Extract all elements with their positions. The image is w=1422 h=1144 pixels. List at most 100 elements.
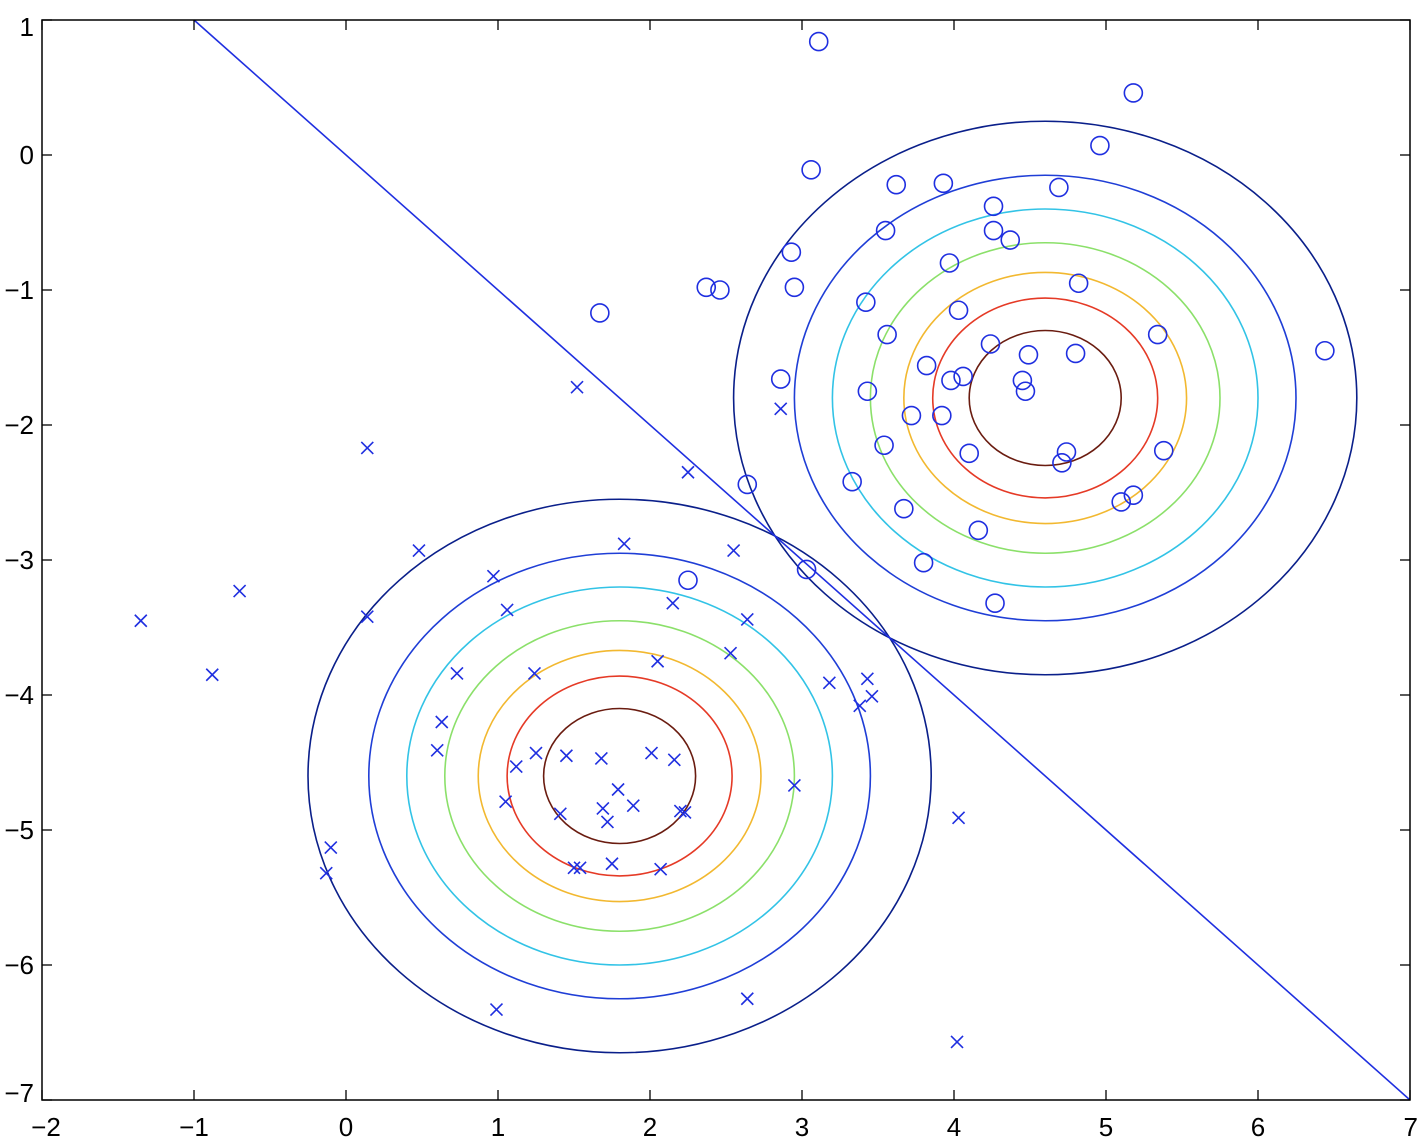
circle-point — [1049, 177, 1069, 198]
circle-point — [1052, 452, 1072, 473]
cross-point — [412, 543, 426, 558]
contour-2-level-2 — [793, 174, 1297, 622]
circle-point — [1111, 492, 1131, 512]
x-tick-label: −1 — [179, 1112, 209, 1142]
cross-point — [774, 402, 788, 416]
plot-frame — [41, 19, 1411, 1101]
y-tick-label: −1 — [4, 275, 34, 305]
cross-point — [450, 666, 464, 680]
cross-point — [529, 746, 543, 760]
cross-point — [651, 654, 665, 668]
cross-point — [509, 759, 523, 774]
cross-point — [486, 569, 501, 583]
cross-point — [666, 596, 680, 610]
cross-point — [324, 840, 338, 855]
y-tick-label: 0 — [20, 140, 34, 170]
cross-point — [678, 805, 692, 820]
x-tick-label: −2 — [31, 1112, 61, 1142]
contour-2-level-5 — [903, 271, 1188, 525]
cross-point — [527, 666, 542, 680]
cross-point — [644, 746, 659, 760]
y-tick-label: −6 — [4, 950, 34, 980]
circle-point — [1147, 324, 1168, 345]
circle-point — [933, 173, 954, 194]
circle-point — [784, 277, 805, 298]
circle-point — [985, 593, 1005, 614]
cross-point — [667, 753, 681, 767]
x-tick-label: 0 — [339, 1112, 353, 1142]
circle-point — [886, 174, 907, 195]
cross-point — [740, 612, 754, 626]
ticks-layer — [41, 19, 1411, 1101]
points-layer — [134, 31, 1335, 1049]
y-tick-label: −5 — [4, 815, 34, 845]
circle-point — [770, 369, 791, 389]
cross-point — [435, 715, 449, 729]
circle-point — [983, 220, 1004, 241]
contour-2-level-4 — [869, 241, 1221, 555]
circle-point — [1123, 485, 1144, 506]
contour-1-level-3 — [405, 586, 834, 966]
circle-point — [857, 381, 878, 402]
cross-point — [319, 866, 333, 880]
cross-point — [500, 603, 514, 617]
circle-point — [590, 303, 610, 323]
cross-point — [605, 857, 619, 871]
y-tick-label: −4 — [4, 680, 34, 710]
circle-point — [959, 443, 980, 464]
cross-point — [950, 1035, 964, 1049]
circle-point — [983, 196, 1004, 217]
cross-point — [567, 861, 581, 875]
x-tick-label: 7 — [1404, 1112, 1418, 1142]
circle-point — [710, 280, 730, 300]
decision-line-layer — [193, 19, 1411, 1101]
circle-point — [1090, 135, 1110, 156]
cross-point — [594, 751, 608, 766]
circle-point — [953, 366, 973, 387]
circle-point — [877, 324, 897, 345]
circle-point — [874, 435, 894, 456]
contour-2-level-6 — [931, 297, 1159, 499]
contour-2-level-7 — [968, 329, 1122, 467]
contour-1-level-7 — [542, 707, 697, 845]
circle-point — [941, 370, 961, 391]
circle-point — [801, 160, 821, 180]
cross-point — [596, 801, 610, 815]
cross-point — [233, 584, 247, 598]
cross-point — [951, 811, 966, 825]
cross-point — [134, 614, 148, 628]
contour-layer — [307, 120, 1358, 1054]
y-tick-label: −2 — [4, 410, 34, 440]
cross-point — [740, 992, 754, 1006]
cross-point — [360, 441, 374, 455]
circle-point — [939, 253, 960, 273]
x-tick-label: 1 — [491, 1112, 505, 1142]
circle-point — [968, 520, 989, 541]
y-tick-label: −3 — [4, 545, 34, 575]
cross-point — [673, 804, 687, 818]
circle-point — [1065, 343, 1086, 364]
circle-point — [1015, 381, 1036, 402]
cross-point — [626, 799, 640, 813]
circle-point — [1315, 340, 1335, 361]
cross-point — [681, 465, 695, 479]
circle-point — [875, 220, 896, 241]
y-tick-label: −7 — [4, 1078, 34, 1108]
contour-2-level-3 — [831, 208, 1259, 588]
x-tick-label: 6 — [1251, 1112, 1265, 1142]
x-tick-label: 2 — [643, 1112, 657, 1142]
circle-point — [1068, 273, 1089, 294]
circle-point — [901, 405, 922, 426]
circle-point — [781, 242, 802, 262]
y-tick-label: 1 — [20, 12, 34, 42]
cross-point — [573, 861, 587, 875]
circle-point — [796, 559, 817, 580]
cross-point — [860, 672, 874, 686]
circle-point — [916, 355, 937, 376]
circle-point — [932, 405, 952, 426]
circle-point — [1000, 230, 1021, 250]
circle-point — [1018, 344, 1039, 365]
cross-point — [489, 1002, 504, 1017]
cross-point — [822, 676, 836, 690]
contour-1-level-4 — [443, 619, 796, 933]
